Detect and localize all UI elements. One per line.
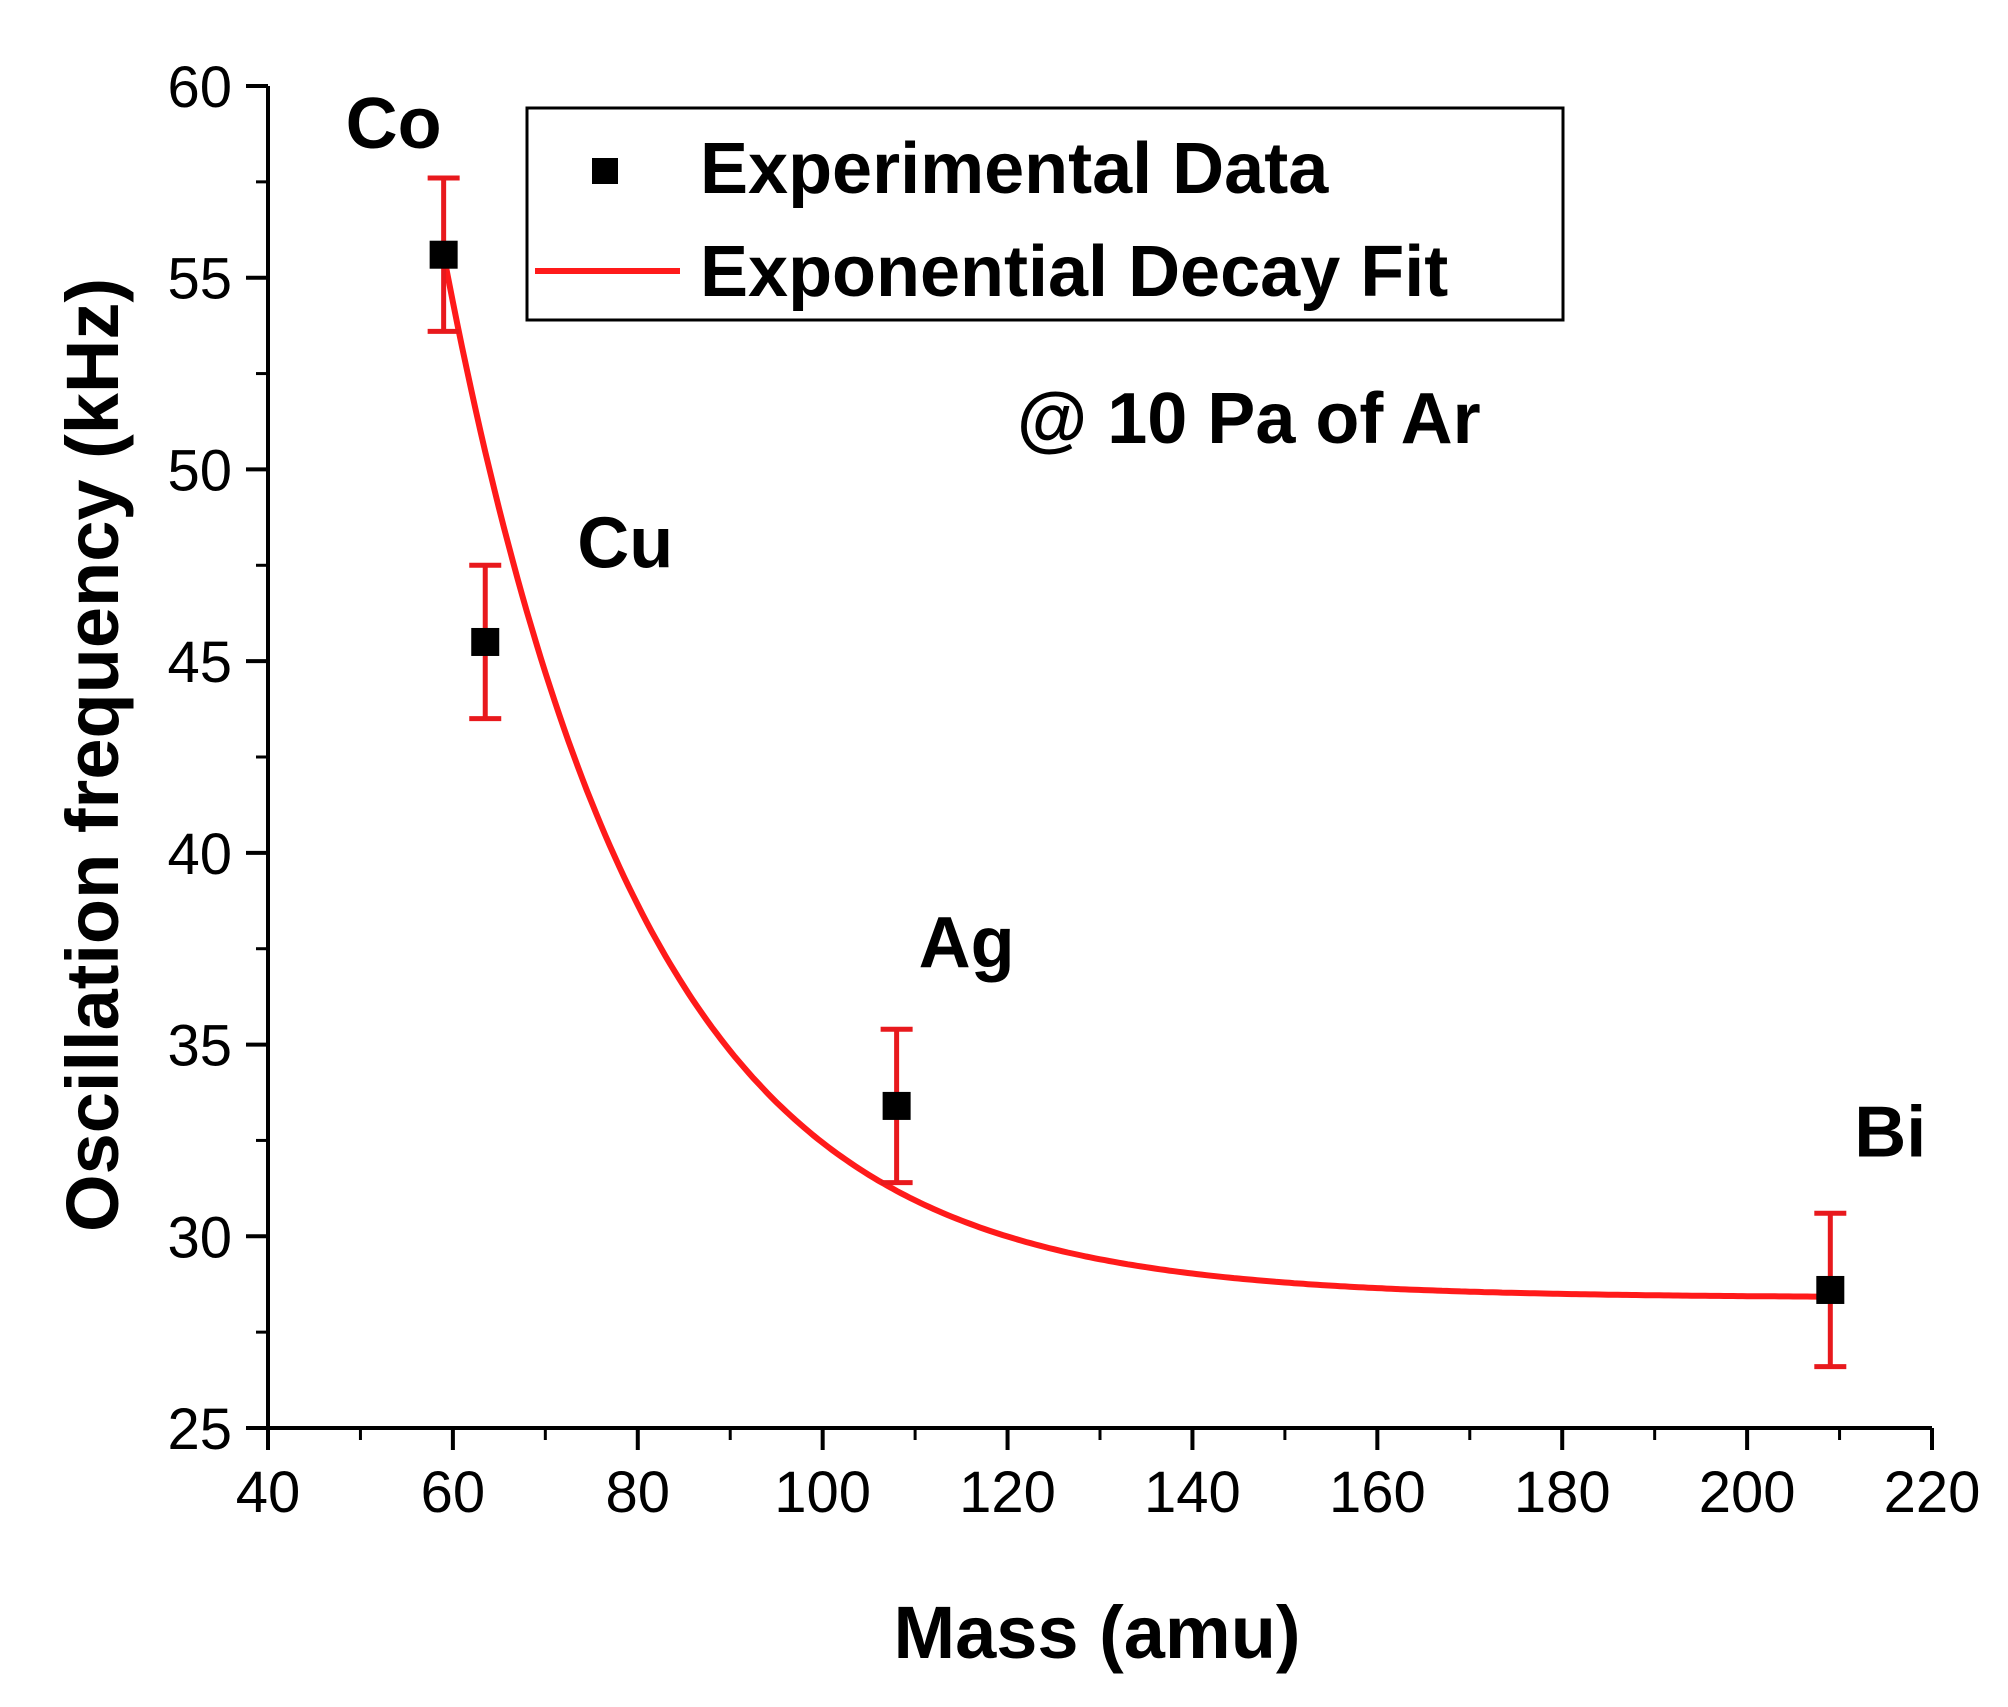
point-label-bi: Bi <box>1854 1092 1926 1172</box>
legend-box <box>525 106 1565 322</box>
x-tick-label: 120 <box>959 1460 1056 1525</box>
x-tick-label: 180 <box>1514 1460 1611 1525</box>
x-tick-label: 200 <box>1699 1460 1796 1525</box>
fit-layer <box>440 254 1831 1300</box>
data-marker <box>471 627 500 656</box>
y-tick-label: 30 <box>167 1205 232 1270</box>
data-marker <box>1816 1275 1845 1304</box>
point-labels: Co Cu Ag Bi <box>346 84 1927 1172</box>
y-axis-title: Oscillation frequency (kHz) <box>51 278 134 1232</box>
x-axis-ticks: 40 60 80 100 120 140 160 180 200 220 <box>236 1428 1981 1525</box>
data-point-co <box>427 175 460 334</box>
y-tick-label: 25 <box>167 1397 232 1462</box>
legend: Experimental Data Exponential Decay Fit <box>525 106 1565 322</box>
point-label-cu: Cu <box>577 503 673 583</box>
condition-annotation: @ 10 Pa of Ar <box>1017 379 1481 459</box>
point-label-ag: Ag <box>919 903 1015 983</box>
data-marker <box>429 240 458 269</box>
y-axis-ticks: 25 30 35 40 45 50 55 60 <box>167 55 268 1462</box>
x-axis-title: Mass (amu) <box>893 1591 1300 1674</box>
x-tick-label: 40 <box>236 1460 301 1525</box>
legend-marker-experimental <box>592 158 618 184</box>
points-layer <box>427 175 1847 1370</box>
data-point-ag <box>880 1026 913 1186</box>
x-tick-label: 100 <box>774 1460 871 1525</box>
data-point-bi <box>1814 1210 1847 1370</box>
y-tick-label: 45 <box>167 630 232 695</box>
fit-curve <box>440 254 1831 1300</box>
x-tick-label: 80 <box>606 1460 671 1525</box>
data-marker <box>882 1091 911 1120</box>
point-label-co: Co <box>346 84 442 164</box>
y-tick-label: 50 <box>167 438 232 503</box>
data-point-cu <box>469 562 502 722</box>
x-tick-label: 140 <box>1144 1460 1241 1525</box>
x-tick-label: 160 <box>1329 1460 1426 1525</box>
x-tick-label: 220 <box>1884 1460 1981 1525</box>
legend-label-fit: Exponential Decay Fit <box>700 232 1448 312</box>
legend-label-experimental: Experimental Data <box>700 129 1329 209</box>
y-tick-label: 40 <box>167 822 232 887</box>
y-tick-label: 35 <box>167 1014 232 1079</box>
x-tick-label: 60 <box>421 1460 486 1525</box>
y-tick-label: 60 <box>167 55 232 120</box>
y-tick-label: 55 <box>167 247 232 312</box>
